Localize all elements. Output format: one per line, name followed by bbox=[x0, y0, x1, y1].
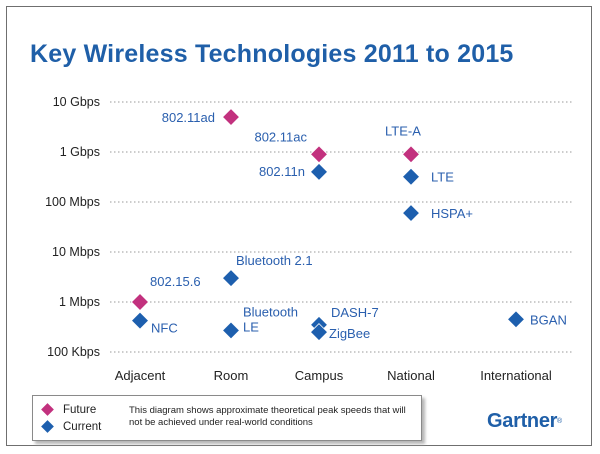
diamond-icon-future bbox=[41, 403, 54, 416]
x-tick-label-adjacent: Adjacent bbox=[115, 368, 166, 383]
point-label-zigbee: ZigBee bbox=[329, 326, 370, 341]
point-802-11ad bbox=[221, 107, 241, 127]
point-hspa- bbox=[401, 204, 421, 223]
point-bluetooth-le bbox=[221, 321, 241, 340]
legend: Future Current This diagram shows approx… bbox=[32, 395, 422, 441]
point-lte-a bbox=[401, 145, 421, 164]
y-tick-label-1: 1 Gbps bbox=[60, 145, 100, 159]
point-802-11ac bbox=[309, 145, 329, 164]
legend-label-current: Current bbox=[63, 421, 102, 433]
point-label-802-15-6: 802.15.6 bbox=[150, 274, 201, 289]
point-label-nfc: NFC bbox=[151, 321, 178, 336]
point-label-lte: LTE bbox=[431, 170, 454, 185]
point-802-15-6 bbox=[130, 292, 150, 312]
point-label-802-11ac: 802.11ac bbox=[254, 129, 307, 144]
point-zigbee bbox=[309, 323, 329, 342]
y-tick-label-2: 100 Mbps bbox=[45, 195, 100, 209]
y-tick-label-3: 10 Mbps bbox=[52, 245, 100, 259]
point-802-11n bbox=[309, 162, 329, 181]
point-label-802-11n: 802.11n bbox=[259, 164, 305, 179]
point-label-bluetooth-le: Bluetooth LE bbox=[243, 304, 298, 334]
y-tick-label-0: 10 Gbps bbox=[53, 95, 100, 109]
point-label-hspa-: HSPA+ bbox=[431, 206, 473, 221]
point-label-dash-7: DASH-7 bbox=[331, 305, 379, 320]
point-label-bgan: BGAN bbox=[530, 312, 567, 327]
point-bgan bbox=[506, 310, 526, 329]
x-tick-label-international: International bbox=[480, 368, 552, 383]
chart-note: This diagram shows approximate theoretic… bbox=[129, 405, 406, 428]
x-tick-label-room: Room bbox=[214, 368, 249, 383]
slide-frame bbox=[6, 6, 592, 446]
diamond-icon-current bbox=[41, 420, 54, 433]
point-nfc bbox=[130, 311, 150, 330]
point-label-bluetooth-2-1: Bluetooth 2.1 bbox=[236, 253, 313, 268]
chart-title: Key Wireless Technologies 2011 to 2015 bbox=[30, 40, 514, 68]
x-tick-label-campus: Campus bbox=[295, 368, 344, 383]
x-tick-label-national: National bbox=[387, 368, 435, 383]
y-tick-label-5: 100 Kbps bbox=[47, 345, 100, 359]
point-lte bbox=[401, 167, 421, 186]
y-tick-label-4: 1 Mbps bbox=[59, 295, 100, 309]
logo-registered-mark: ® bbox=[557, 418, 563, 425]
legend-label-future: Future bbox=[63, 404, 97, 416]
point-label-lte-a: LTE-A bbox=[385, 123, 421, 138]
point-label-802-11ad: 802.11ad bbox=[162, 110, 215, 125]
gartner-logo: Gartner bbox=[487, 410, 558, 432]
point-bluetooth-2-1 bbox=[221, 269, 241, 288]
